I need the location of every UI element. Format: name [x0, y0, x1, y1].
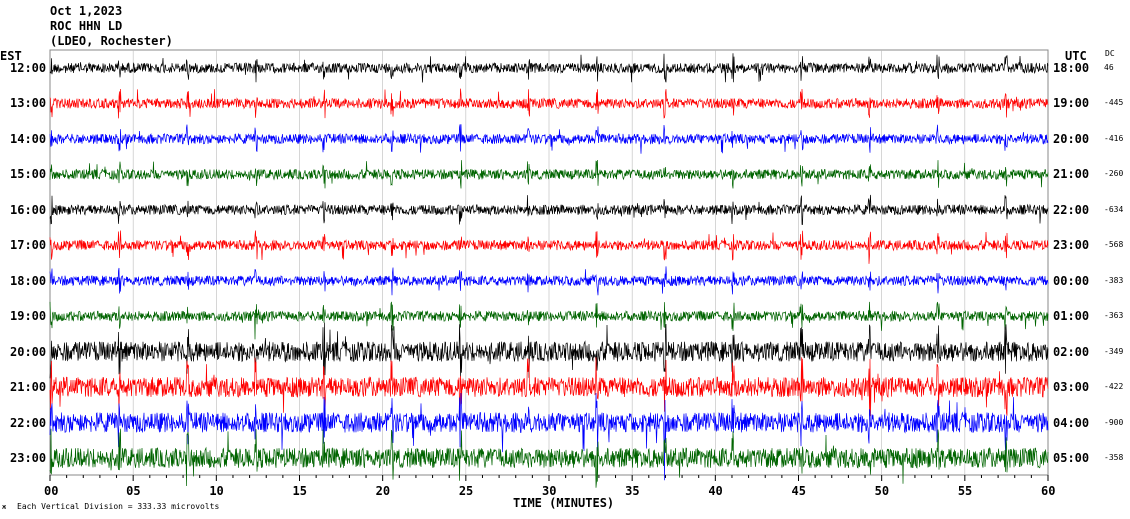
dc-value: 46 — [1104, 63, 1114, 72]
x-tick-label: 05 — [126, 484, 141, 498]
x-tick-label: 25 — [458, 484, 474, 498]
trace-1900 — [49, 301, 1049, 340]
left-timezone: EST — [0, 49, 22, 63]
title-network: (LDEO, Rochester) — [50, 34, 173, 48]
est-label: 15:00 — [10, 167, 47, 182]
dc-header: DC — [1105, 49, 1115, 58]
dc-value: -900 — [1104, 417, 1124, 427]
trace-2200 — [49, 392, 1049, 481]
dc-value: -383 — [1104, 275, 1124, 285]
est-label: 17:00 — [10, 238, 47, 253]
x-tick-label: 35 — [625, 484, 640, 498]
utc-label: 02:00 — [1053, 344, 1090, 359]
est-label: 13:00 — [10, 96, 47, 111]
est-label: 21:00 — [10, 380, 47, 395]
utc-label: 05:00 — [1053, 450, 1090, 465]
utc-label: 04:00 — [1053, 415, 1090, 430]
dc-value: -416 — [1104, 133, 1124, 143]
est-label: 16:00 — [10, 202, 47, 217]
utc-label: 18:00 — [1053, 61, 1090, 75]
trace-1300 — [49, 88, 1049, 119]
utc-label: 21:00 — [1053, 167, 1090, 182]
dc-value: -568 — [1104, 240, 1124, 250]
trace-2000 — [49, 322, 1049, 379]
scale-note: Each Vertical Division = 333.33 microvol… — [17, 502, 220, 511]
est-label: 12:00 — [10, 61, 47, 75]
est-label: 18:00 — [10, 273, 47, 288]
utc-label: 19:00 — [1053, 96, 1090, 111]
est-label: 20:00 — [10, 344, 47, 359]
dc-value: -260 — [1104, 169, 1124, 179]
est-label: 14:00 — [10, 131, 47, 146]
utc-label: 03:00 — [1053, 380, 1090, 395]
x-tick-label: 10 — [209, 484, 224, 498]
x-tick-label: 60 — [1041, 484, 1056, 498]
x-tick-label: 55 — [957, 484, 973, 498]
dc-value: -363 — [1104, 311, 1124, 321]
dc-value: -634 — [1104, 204, 1124, 214]
dc-value: -445 — [1104, 98, 1124, 108]
title-station: ROC HHN LD — [50, 19, 123, 33]
title-date: Oct 1,2023 — [50, 4, 123, 18]
trace-1700 — [49, 230, 1049, 264]
utc-label: 20:00 — [1053, 131, 1090, 146]
x-axis-label: TIME (MINUTES) — [513, 496, 615, 510]
trace-2100 — [49, 357, 1049, 417]
x-tick-label: 30 — [542, 484, 557, 498]
x-tick-label: 50 — [874, 484, 890, 498]
dc-value: -422 — [1104, 382, 1124, 392]
x-tick-label: 15 — [292, 484, 307, 498]
utc-label: 00:00 — [1053, 273, 1090, 288]
trace-1800 — [49, 266, 1049, 296]
x-tick-label: 00 — [44, 484, 59, 498]
footer-mark: ж — [2, 503, 7, 511]
trace-1200 — [49, 53, 1049, 83]
utc-label: 01:00 — [1053, 309, 1090, 324]
est-label: 23:00 — [10, 450, 47, 465]
utc-label: 23:00 — [1053, 238, 1090, 253]
dc-value: -358 — [1104, 452, 1124, 462]
dc-value: -349 — [1104, 346, 1124, 356]
x-tick-label: 20 — [375, 484, 391, 498]
x-tick-label: 40 — [708, 484, 723, 498]
trace-2300 — [49, 428, 1049, 488]
x-tick-label: 45 — [791, 484, 806, 498]
right-timezone: UTC — [1065, 49, 1087, 63]
est-label: 19:00 — [10, 309, 47, 324]
utc-label: 22:00 — [1053, 202, 1090, 217]
est-label: 22:00 — [10, 415, 47, 430]
trace-1600 — [49, 194, 1049, 226]
trace-1400 — [49, 124, 1049, 154]
trace-1500 — [49, 159, 1049, 189]
